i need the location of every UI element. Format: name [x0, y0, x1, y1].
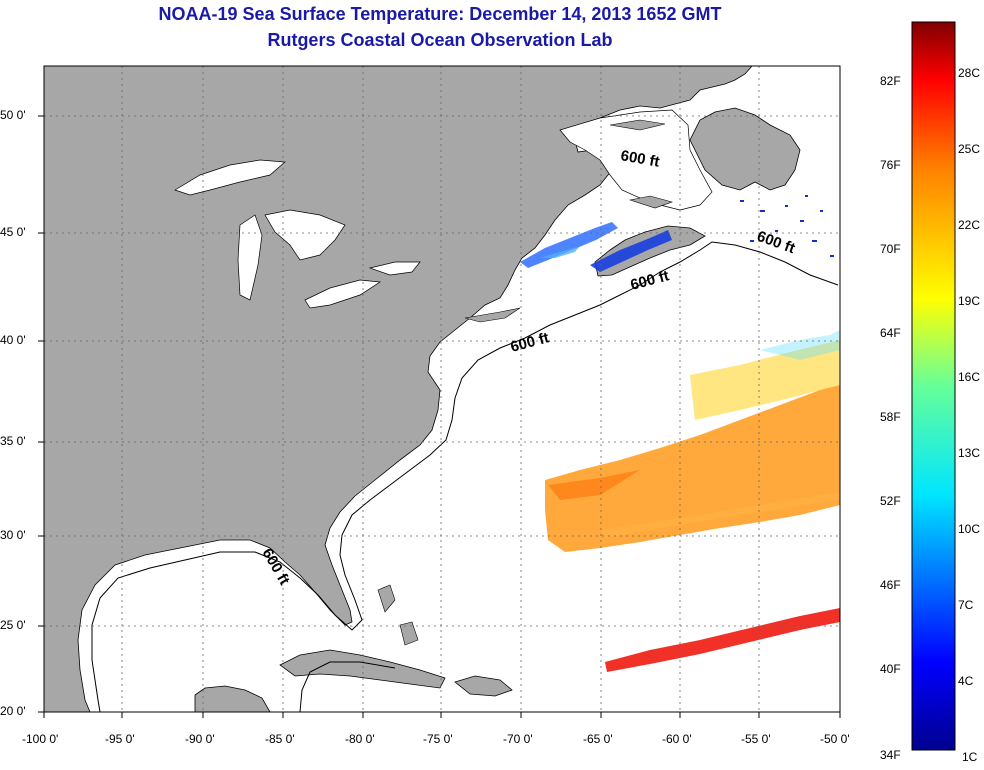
land-nova-scotia: [594, 225, 706, 277]
lat-tick-label: 20 0': [0, 704, 26, 718]
lon-tick-label: -75 0': [423, 732, 453, 746]
lat-tick-label: 25 0': [0, 618, 26, 632]
sst-swath-hot: [605, 608, 840, 672]
colorbar-c-label: 1C: [962, 750, 978, 764]
lat-tick-label: 50 0': [0, 108, 26, 122]
lon-tick-label: -60 0': [662, 732, 692, 746]
colorbar-c-label: 19C: [958, 294, 981, 308]
lon-tick-label: -90 0': [185, 732, 215, 746]
colorbar-f-label: 70F: [880, 242, 901, 256]
lon-tick-label: -85 0': [265, 732, 295, 746]
lon-tick-label: -100 0': [22, 732, 59, 746]
lat-tick-label: 40 0': [0, 333, 26, 347]
colorbar-c-label: 7C: [958, 598, 974, 612]
axis-tick-marks: [38, 115, 841, 718]
map-title: NOAA-19 Sea Surface Temperature: Decembe…: [158, 4, 722, 24]
sst-swath-warm: [545, 330, 840, 552]
colorbar-f-label: 82F: [880, 74, 901, 88]
shelf-contour-line: [91, 241, 839, 712]
land-long-island: [464, 307, 521, 323]
colorbar-f-label: 64F: [880, 326, 901, 340]
land-bahamas: [377, 584, 419, 646]
land-yucatan: [194, 685, 271, 712]
map-frame: [43, 65, 841, 713]
graticule: [44, 66, 840, 712]
colorbar-f-label: 52F: [880, 494, 901, 508]
colorbar: [911, 21, 956, 751]
land-cuba: [279, 649, 446, 689]
land-anticosti: [609, 119, 666, 131]
land-newfoundland: [689, 107, 801, 191]
land-pei: [628, 195, 674, 209]
colorbar-c-label: 22C: [958, 218, 981, 232]
colorbar-f-label: 58F: [880, 410, 901, 424]
colorbar-f-label: 46F: [880, 578, 901, 592]
lon-tick-label: -95 0': [105, 732, 135, 746]
shelf-contour-line-gulf: [299, 661, 396, 712]
land-hispaniola: [454, 675, 513, 697]
colorbar-f-label: 34F: [880, 748, 901, 762]
colorbar-c-label: 13C: [958, 446, 981, 460]
colorbar-f-label: 40F: [880, 662, 901, 676]
lat-tick-label: 30 0': [0, 528, 26, 542]
colorbar-c-label: 28C: [958, 66, 981, 80]
lon-tick-label: -65 0': [583, 732, 613, 746]
gulf-st-lawrence: [559, 109, 713, 211]
lat-tick-label: 45 0': [0, 225, 26, 239]
colorbar-c-label: 4C: [958, 674, 974, 688]
colorbar-c-label: 25C: [958, 142, 981, 156]
great-lakes: [174, 159, 421, 309]
colorbar-c-label: 16C: [958, 370, 981, 384]
lon-tick-label: -70 0': [503, 732, 533, 746]
lon-tick-label: -50 0': [820, 732, 850, 746]
lat-tick-label: 35 0': [0, 434, 26, 448]
map-subtitle: Rutgers Coastal Ocean Observation Lab: [267, 30, 613, 50]
colorbar-c-label: 10C: [958, 522, 981, 536]
colorbar-f-label: 76F: [880, 158, 901, 172]
sst-speckles-north: [740, 195, 834, 257]
lon-tick-label: -55 0': [741, 732, 771, 746]
contour-label-600ft: 600 ft: [619, 147, 661, 171]
sst-swath-cold: [520, 222, 672, 272]
lon-tick-label: -80 0': [345, 732, 375, 746]
